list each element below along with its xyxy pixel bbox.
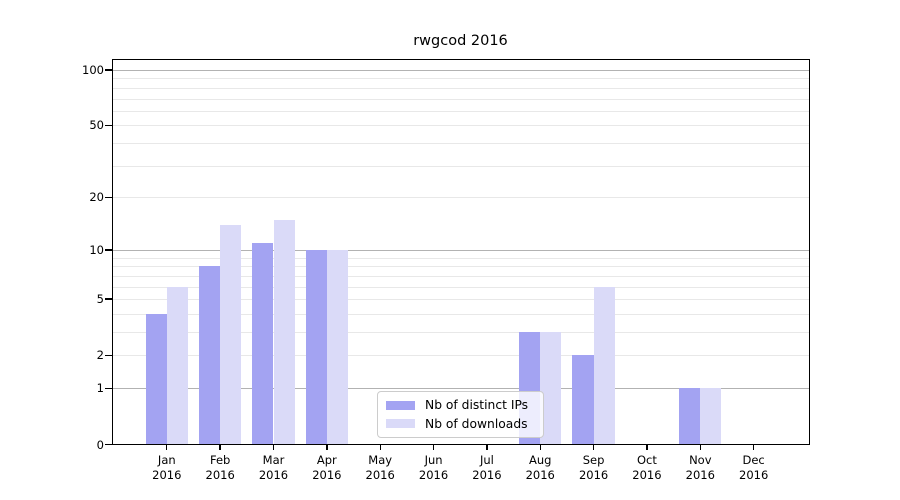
x-tick-label: Jul 2016 (472, 452, 502, 482)
x-tick-mark (592, 444, 595, 450)
bar-downloads-feb (220, 224, 242, 445)
minor-gridline (111, 266, 810, 268)
x-tick-mark (326, 444, 328, 450)
bar-ips-feb (198, 266, 221, 445)
chart-title: rwgcod 2016 (413, 33, 508, 49)
x-tick-label: Dec 2016 (739, 452, 769, 482)
minor-gridline (111, 165, 810, 167)
y-tick-mark (104, 443, 112, 446)
bar-ips-mar (252, 242, 274, 445)
minor-gridline (111, 355, 810, 357)
bar-downloads-mar (273, 219, 295, 445)
minor-gridline (111, 110, 810, 112)
x-tick-mark (379, 444, 381, 450)
minor-gridline (111, 78, 810, 80)
y-tick-label: 20 (89, 190, 104, 205)
bar-downloads-jan (166, 286, 188, 445)
minor-gridline (111, 125, 810, 127)
bar-ips-apr (305, 249, 327, 445)
x-tick-label: Sep 2016 (578, 452, 609, 482)
bar-downloads-apr (326, 249, 349, 445)
x-tick-mark (486, 444, 488, 450)
x-tick-label: Apr 2016 (312, 452, 342, 482)
x-tick-mark (166, 444, 168, 450)
minor-gridline (111, 332, 810, 333)
x-tick-mark (646, 444, 648, 450)
y-tick-mark (104, 124, 112, 127)
x-tick-mark (219, 444, 221, 450)
x-tick-mark (752, 444, 755, 450)
y-tick-mark (104, 196, 112, 199)
x-tick-label: Oct 2016 (632, 452, 662, 482)
minor-gridline (111, 87, 810, 89)
y-tick-label: 1 (96, 381, 104, 396)
minor-gridline (111, 313, 810, 315)
minor-gridline (111, 257, 810, 259)
x-tick-label: Jan 2016 (152, 452, 182, 482)
y-tick-label: 10 (89, 242, 104, 257)
y-tick-mark (104, 387, 112, 389)
y-tick-label: 50 (89, 118, 104, 133)
bar-downloads-sep (593, 286, 615, 445)
minor-gridline (111, 98, 810, 100)
legend-label-distinct-ips: Nb of distinct IPs (425, 398, 529, 413)
legend: Nb of distinct IPs Nb of downloads (377, 391, 544, 438)
minor-gridline (111, 143, 810, 145)
bar-ips-jan (145, 313, 167, 445)
minor-gridline (111, 197, 810, 199)
bar-ips-nov (679, 388, 701, 445)
legend-swatch-ips (386, 400, 415, 411)
y-tick-mark (104, 249, 112, 251)
x-tick-label: Jun 2016 (418, 452, 449, 482)
x-tick-mark (272, 444, 275, 450)
y-tick-mark (104, 354, 112, 357)
legend-item-distinct-ips: Nb of distinct IPs (386, 398, 535, 412)
x-tick-label: Nov 2016 (685, 452, 715, 482)
y-tick-label: 0 (96, 437, 104, 452)
minor-gridline (111, 275, 810, 277)
bar-downloads-aug (540, 332, 562, 445)
y-tick-mark (104, 69, 112, 71)
major-gridline (111, 249, 810, 251)
bar-ips-sep (572, 355, 594, 445)
major-gridline (111, 388, 810, 390)
y-tick-mark (104, 298, 112, 300)
y-tick-label: 2 (96, 348, 104, 363)
x-tick-mark (432, 444, 435, 450)
y-tick-label: 5 (96, 292, 104, 307)
minor-gridline (111, 286, 810, 288)
legend-swatch-downloads (386, 418, 415, 429)
x-tick-label: Aug 2016 (525, 452, 555, 482)
bar-downloads-nov (700, 388, 722, 445)
plot-area (111, 59, 810, 445)
x-tick-mark (539, 444, 541, 450)
y-tick-label: 100 (82, 63, 104, 77)
minor-gridline (111, 299, 810, 301)
major-gridline (111, 70, 810, 71)
x-tick-label: May 2016 (365, 452, 395, 482)
legend-label-downloads: Nb of downloads (425, 416, 528, 431)
x-tick-mark (699, 444, 701, 450)
x-tick-label: Mar 2016 (258, 452, 289, 482)
x-tick-label: Feb 2016 (205, 452, 235, 482)
legend-item-downloads: Nb of downloads (386, 417, 535, 431)
